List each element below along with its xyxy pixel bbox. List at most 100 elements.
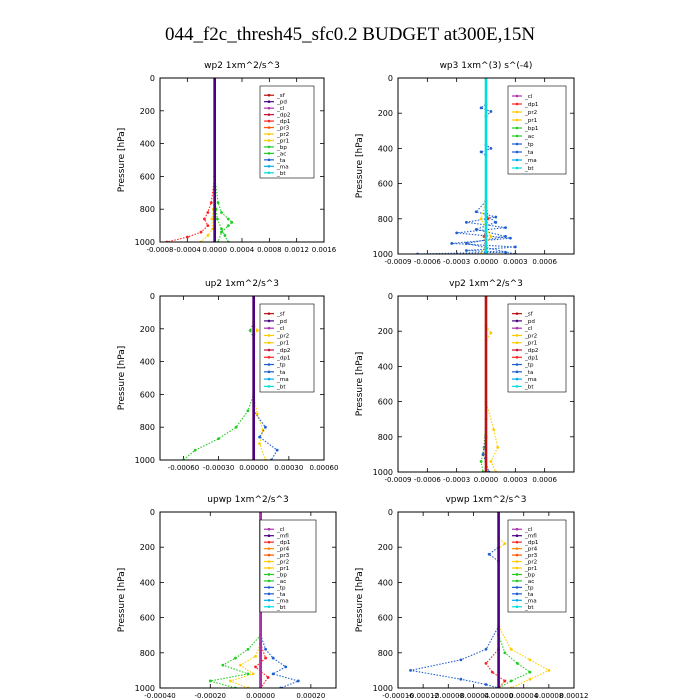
x-tick-label: -0.00012 [407,692,438,700]
panel-title: wp3 1xm^(3) s^(-4) [440,61,533,71]
series-point [547,669,551,672]
legend-marker [515,158,519,162]
x-tick-label: -0.00004 [458,692,490,700]
series-line-tp [417,78,516,254]
legend-marker [267,566,271,570]
series-point [203,217,206,221]
legend-item-label: _pr1 [276,138,290,144]
legend-marker [515,534,519,537]
y-tick-label: 1000 [373,250,393,259]
legend-marker [267,540,271,544]
legend-marker [267,145,271,149]
legend-marker [515,348,519,352]
legend: _cl_mfl_dp1_pr4_pr3_pr2_pr1_bp_ac_tp_ta_… [259,519,317,613]
legend-item-label: _pr2 [276,560,289,566]
series-point [251,672,255,676]
y-tick-label: 400 [140,578,155,587]
legend-marker [515,586,519,589]
legend-marker [267,171,271,175]
y-tick-label: 200 [140,543,155,552]
legend-item-label: _ma [276,164,289,170]
y-tick-label: 800 [140,649,155,658]
series-group [416,78,517,254]
legend-marker [267,385,271,388]
figure-title: 044_f2c_thresh45_sfc0.2 BUDGET at300E,15… [165,24,535,45]
y-tick-label: 200 [140,107,155,116]
panel-title: upwp 1xm^2/s^3 [207,495,288,505]
legend-box [259,303,315,393]
legend-marker [267,560,271,563]
series-point [223,234,227,237]
series-point [246,672,250,676]
legend-marker [515,605,519,609]
series-point [489,235,493,238]
y-tick-label: 0 [388,508,393,517]
series-point [455,231,459,235]
series-line-ta [466,78,516,254]
legend-marker [267,158,271,162]
x-tick-label: -0.00008 [433,692,464,700]
series-point [484,647,488,651]
series-point [484,661,488,665]
x-tick-label: -0.0003 [443,258,470,266]
series-point [217,437,220,441]
series-point [284,665,288,669]
legend-item-label: _pr4 [276,547,290,553]
series-point [484,683,488,686]
series-point [504,235,507,238]
legend-marker [515,326,519,330]
legend-item-label: _tp [524,363,534,369]
legend-item-label: _pr3 [276,553,290,559]
series-point [239,663,242,667]
x-tick-label: 0.00020 [296,692,325,700]
series-point [264,425,267,429]
legend-marker [267,106,271,110]
series-point [528,658,532,662]
legend-marker [267,113,271,116]
legend-marker [267,547,271,550]
series-point [234,656,237,660]
legend-item-label: _sf [276,93,286,99]
legend-item-label: _pr1 [276,341,290,347]
x-tick-label: 0.00000 [239,464,268,472]
legend-marker [515,126,519,130]
legend-marker [515,312,519,315]
series-point [479,217,483,221]
legend-item-label: _cl [524,326,533,332]
legend-marker [515,370,519,374]
series-point [220,227,223,231]
legend-item-label: _dp1 [524,540,539,546]
legend-item-label: _bp [276,572,287,578]
series-line-pr2 [498,512,551,688]
legend-item-label: _dp1 [276,119,291,125]
series-point [258,435,261,439]
legend-item-label: _bt [276,171,286,177]
y-tick-label: 1000 [373,468,393,477]
legend-marker [515,592,519,596]
legend-item-label: _bt [276,384,286,390]
legend-item-label: _ma [276,377,289,383]
series-point [489,147,493,150]
legend-item-label: _bp1 [524,126,539,132]
plot-frame [159,511,337,689]
series-point [503,542,507,546]
series-group [165,78,234,242]
legend-item-label: _pd [276,100,287,106]
series-point [221,663,225,667]
y-tick-label: 600 [378,398,393,407]
series-point [494,215,498,219]
legend-marker [267,132,271,136]
legend-marker [267,534,271,537]
series-point [206,211,210,214]
series-point [206,234,210,237]
y-tick-label: 800 [378,215,393,224]
legend-item-label: _pr1 [276,566,290,572]
legend-item-label: _ac [276,579,286,585]
legend-marker [267,573,271,576]
x-tick-label: 0.00008 [534,692,563,700]
series-point [271,672,275,676]
legend-item-label: _mfl [276,534,289,540]
y-tick-label: 400 [378,144,393,153]
y-tick-label: 200 [378,109,393,118]
x-tick-label: -0.00020 [195,692,226,700]
